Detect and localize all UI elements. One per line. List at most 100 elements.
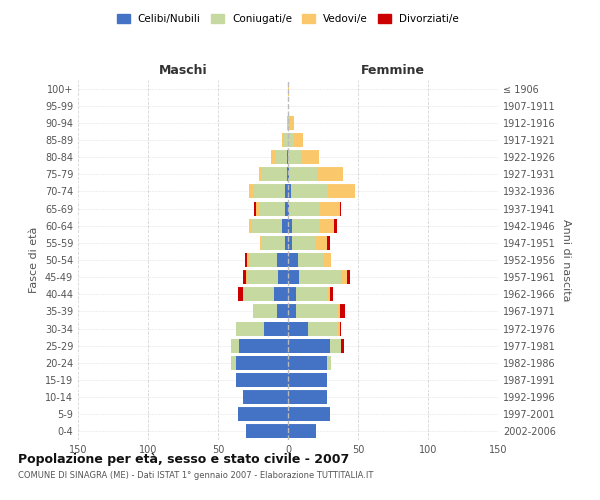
Bar <box>288 338 330 352</box>
Bar <box>243 288 274 302</box>
Bar <box>334 218 337 232</box>
Bar <box>288 288 296 302</box>
Bar <box>340 304 346 318</box>
Bar <box>230 338 239 352</box>
Bar <box>341 338 344 352</box>
Bar <box>247 270 278 284</box>
Bar <box>288 168 289 181</box>
Bar <box>246 424 288 438</box>
Bar <box>319 202 340 215</box>
Bar <box>271 150 275 164</box>
Bar <box>296 304 338 318</box>
Bar <box>317 168 343 181</box>
Bar <box>262 168 287 181</box>
Bar <box>327 236 330 250</box>
Y-axis label: Fasce di età: Fasce di età <box>29 227 39 293</box>
Bar <box>247 253 249 267</box>
Bar <box>327 288 330 302</box>
Bar <box>320 218 334 232</box>
Bar <box>340 322 341 336</box>
Bar <box>325 253 331 267</box>
Bar <box>238 288 243 302</box>
Bar <box>238 408 288 422</box>
Text: Femmine: Femmine <box>361 64 425 76</box>
Text: COMUNE DI SINAGRA (ME) - Dati ISTAT 1° gennaio 2007 - Elaborazione TUTTITALIA.IT: COMUNE DI SINAGRA (ME) - Dati ISTAT 1° g… <box>18 471 373 480</box>
Bar <box>253 304 254 318</box>
Bar <box>288 356 327 370</box>
Bar <box>275 150 287 164</box>
Bar <box>285 184 288 198</box>
Bar <box>341 270 347 284</box>
Bar <box>291 184 327 198</box>
Bar <box>259 202 285 215</box>
Bar <box>340 202 341 215</box>
Bar <box>288 218 292 232</box>
Bar <box>338 322 340 336</box>
Bar <box>283 133 284 147</box>
Bar <box>301 150 319 164</box>
Bar <box>288 408 330 422</box>
Bar <box>330 288 333 302</box>
Bar <box>288 373 327 387</box>
Bar <box>289 202 319 215</box>
Text: Popolazione per età, sesso e stato civile - 2007: Popolazione per età, sesso e stato civil… <box>18 452 349 466</box>
Bar <box>284 133 288 147</box>
Bar <box>288 270 299 284</box>
Bar <box>260 236 262 250</box>
Bar <box>256 202 259 215</box>
Bar <box>292 218 320 232</box>
Bar <box>288 116 289 130</box>
Bar <box>296 288 327 302</box>
Bar <box>288 253 298 267</box>
Bar <box>327 184 355 198</box>
Bar <box>251 218 283 232</box>
Bar <box>285 236 288 250</box>
Legend: Celibi/Nubili, Coniugati/e, Vedovi/e, Divorziati/e: Celibi/Nubili, Coniugati/e, Vedovi/e, Di… <box>113 10 463 29</box>
Bar <box>254 184 285 198</box>
Bar <box>245 253 247 267</box>
Bar <box>287 150 288 164</box>
Bar <box>288 304 296 318</box>
Bar <box>232 356 236 370</box>
Bar <box>236 356 288 370</box>
Bar <box>277 253 288 267</box>
Bar <box>288 184 291 198</box>
Bar <box>338 304 340 318</box>
Bar <box>292 236 316 250</box>
Bar <box>288 82 289 96</box>
Bar <box>278 270 288 284</box>
Bar <box>236 373 288 387</box>
Bar <box>230 356 232 370</box>
Bar <box>249 218 251 232</box>
Bar <box>243 270 246 284</box>
Y-axis label: Anni di nascita: Anni di nascita <box>561 219 571 301</box>
Bar <box>289 116 293 130</box>
Bar <box>288 390 327 404</box>
Bar <box>249 184 254 198</box>
Bar <box>236 322 264 336</box>
Bar <box>298 253 325 267</box>
Bar <box>254 202 256 215</box>
Bar <box>288 322 308 336</box>
Bar <box>249 253 277 267</box>
Bar <box>288 424 316 438</box>
Bar <box>288 236 292 250</box>
Bar <box>264 322 288 336</box>
Bar <box>259 168 262 181</box>
Bar <box>288 202 289 215</box>
Bar <box>288 150 301 164</box>
Bar <box>289 168 317 181</box>
Bar <box>347 270 350 284</box>
Bar <box>243 390 288 404</box>
Bar <box>274 288 288 302</box>
Bar <box>287 116 288 130</box>
Text: Maschi: Maschi <box>158 64 208 76</box>
Bar <box>277 304 288 318</box>
Bar <box>262 236 285 250</box>
Bar <box>316 236 327 250</box>
Bar <box>330 338 341 352</box>
Bar <box>239 338 288 352</box>
Bar <box>285 202 288 215</box>
Bar <box>299 270 341 284</box>
Bar <box>308 322 338 336</box>
